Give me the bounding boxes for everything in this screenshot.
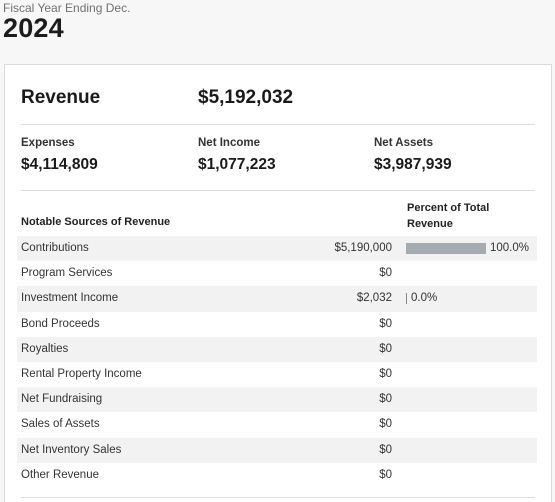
percent-bar [406, 243, 486, 254]
table-row: Investment Income $2,032 0.0% [17, 286, 537, 312]
expenses-value: $4,114,809 [21, 156, 98, 173]
revenue-source-name: Investment Income [21, 292, 119, 305]
revenue-source-name: Other Revenue [21, 468, 99, 481]
revenue-source-name: Contributions [21, 242, 89, 254]
table-row: Rental Property Income $0 [17, 362, 537, 387]
financial-summary-card: Revenue $5,192,032 Expenses $4,114,809 N… [4, 64, 552, 502]
percent-bar-wrap [406, 243, 486, 254]
revenue-value: $5,192,032 [198, 87, 294, 108]
percent-header: Percent of Total Revenue [407, 202, 490, 230]
fiscal-year-label: Fiscal Year Ending Dec. [3, 1, 131, 15]
revenue-source-amount: $0 [379, 317, 392, 330]
expenses-label: Expenses [21, 137, 75, 149]
revenue-source-name: Net Fundraising [21, 393, 103, 406]
table-row: Sales of Assets $0 [17, 412, 537, 437]
revenue-source-amount: $0 [379, 393, 392, 406]
net-assets-value: $3,987,939 [374, 156, 452, 173]
revenue-source-amount: $5,190,000 [334, 242, 392, 254]
revenue-source-name: Net Inventory Sales [21, 443, 122, 456]
divider [21, 124, 535, 125]
table-row: Contributions $5,190,000 100.0% [17, 236, 537, 262]
table-row: Program Services $0 [17, 261, 537, 286]
net-income-label: Net Income [198, 137, 260, 149]
revenue-source-name: Program Services [21, 267, 113, 280]
revenue-sources-table: Contributions $5,190,000 100.0% Program Ser… [17, 236, 537, 488]
revenue-source-amount: $0 [379, 443, 392, 456]
table-row: Royalties $0 [17, 336, 537, 362]
percent-bar [406, 293, 407, 305]
fiscal-year: 2024 [3, 13, 64, 43]
divider [21, 190, 535, 191]
table-row: Other Revenue $0 [17, 463, 537, 488]
revenue-source-name: Royalties [21, 342, 69, 355]
sources-header: Notable Sources of Revenue [21, 216, 171, 228]
percent-value: 0.0% [411, 292, 438, 305]
revenue-source-name: Rental Property Income [21, 367, 142, 380]
revenue-source-amount: $0 [379, 418, 392, 431]
percent-bar-wrap [406, 293, 407, 305]
revenue-source-amount: $2,032 [356, 292, 392, 305]
table-row: Net Inventory Sales $0 [17, 437, 537, 463]
revenue-label: Revenue [21, 87, 101, 108]
revenue-source-name: Bond Proceeds [21, 317, 100, 330]
revenue-source-amount: $0 [379, 468, 392, 481]
divider [21, 497, 535, 498]
table-row: Net Fundraising $0 [17, 387, 537, 413]
revenue-source-amount: $0 [379, 367, 392, 380]
revenue-source-amount: $0 [379, 267, 392, 280]
revenue-source-name: Sales of Assets [21, 418, 100, 431]
revenue-source-amount: $0 [379, 342, 392, 355]
net-income-value: $1,077,223 [198, 156, 276, 173]
percent-value: 100.0% [490, 242, 530, 254]
table-row: Bond Proceeds $0 [17, 312, 537, 337]
net-assets-label: Net Assets [374, 137, 434, 149]
